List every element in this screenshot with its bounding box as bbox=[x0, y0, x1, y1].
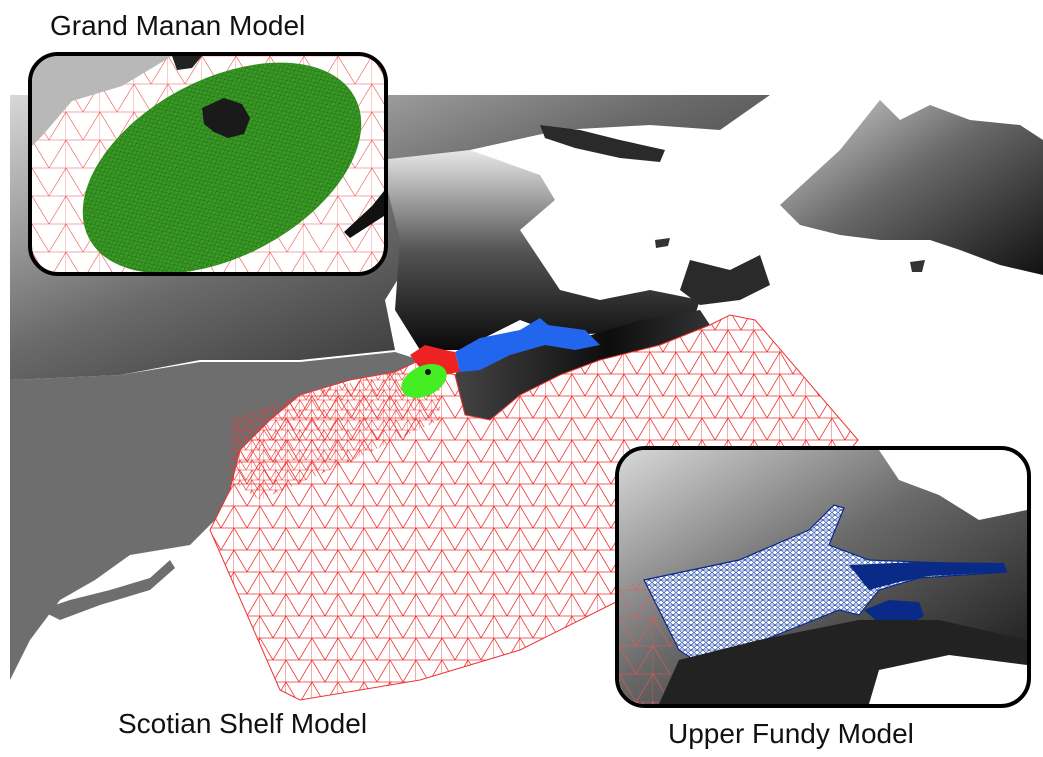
land-new-england bbox=[10, 352, 420, 680]
land-long-island bbox=[40, 560, 175, 620]
land-pei bbox=[540, 125, 665, 162]
grand-manan-caption: Grand Manan Model bbox=[50, 10, 306, 41]
land-cape-breton bbox=[680, 255, 770, 305]
upper-fundy-inset-basin bbox=[849, 562, 1007, 590]
land-new-brunswick bbox=[380, 150, 700, 350]
grand-manan-marker bbox=[401, 364, 447, 398]
scotian-shelf-mesh-fine bbox=[230, 372, 440, 500]
upper-fundy-mesh bbox=[455, 318, 600, 372]
grand-manan-island bbox=[202, 98, 250, 138]
upper-fundy-inset-map bbox=[619, 450, 1027, 704]
grand-manan-mesh bbox=[82, 62, 362, 272]
land-newfoundland bbox=[780, 100, 1043, 275]
grand-manan-inset-map bbox=[32, 56, 384, 272]
inset-fundy-land-white bbox=[869, 655, 1027, 704]
upper-fundy-caption: Upper Fundy Model bbox=[668, 718, 914, 749]
upper-fundy-inset bbox=[615, 446, 1031, 708]
grand-manan-island-marker bbox=[425, 369, 431, 375]
inset-fundy-land-bright bbox=[879, 450, 1027, 520]
scotian-shelf-caption: Scotian Shelf Model bbox=[118, 708, 368, 739]
land-small-island bbox=[910, 260, 925, 272]
inset-fundy-red-mesh bbox=[619, 580, 679, 704]
inset-land-top bbox=[172, 56, 202, 70]
inset-land-gray bbox=[32, 56, 172, 146]
inset-land-right bbox=[344, 191, 384, 238]
grand-manan-inset bbox=[28, 52, 388, 276]
land-small-island bbox=[655, 238, 670, 248]
